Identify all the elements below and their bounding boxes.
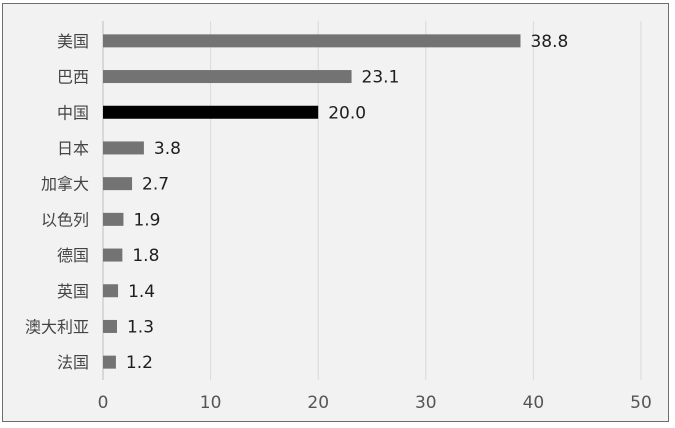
- category-label: 澳大利亚: [25, 317, 89, 336]
- x-tick-label: 40: [523, 393, 545, 413]
- x-tick-label: 20: [307, 393, 329, 413]
- bar: [103, 34, 521, 48]
- data-label: 2.7: [142, 175, 169, 195]
- data-label: 1.8: [132, 246, 159, 266]
- category-label: 英国: [57, 282, 89, 301]
- category-label: 巴西: [57, 68, 89, 87]
- bars: [103, 34, 521, 369]
- data-label: 1.2: [126, 353, 153, 373]
- x-tick-label: 10: [200, 393, 222, 413]
- data-label: 1.3: [127, 317, 154, 337]
- category-label: 日本: [57, 139, 89, 158]
- bar: [103, 177, 133, 191]
- x-tick-label: 30: [415, 393, 437, 413]
- bar: [103, 355, 116, 369]
- data-label: 1.9: [133, 210, 160, 230]
- bar: [103, 248, 123, 262]
- category-label: 加拿大: [41, 175, 89, 194]
- bar: [103, 284, 119, 298]
- data-label: 1.4: [128, 282, 155, 302]
- x-axis-ticks: 0 10 20 30 40 50: [98, 393, 652, 413]
- data-label: 3.8: [154, 139, 181, 159]
- category-label: 德国: [57, 246, 89, 265]
- category-label: 美国: [57, 32, 89, 51]
- category-label: 中国: [57, 103, 89, 122]
- category-label: 法国: [57, 353, 89, 372]
- data-label: 38.8: [530, 32, 568, 52]
- bar: [103, 212, 124, 226]
- bar: [103, 319, 117, 333]
- bar: [103, 105, 319, 119]
- bar: [103, 70, 352, 84]
- data-label: 23.1: [362, 68, 400, 88]
- x-tick-label: 0: [98, 393, 109, 413]
- data-label: 20.0: [328, 103, 366, 123]
- value-labels: 38.8 23.1 20.0 3.8 2.7 1.9 1.8 1.4 1.3 1.2: [126, 32, 568, 373]
- category-label: 以色列: [41, 210, 89, 229]
- bar: [103, 141, 144, 155]
- x-tick-label: 50: [630, 393, 652, 413]
